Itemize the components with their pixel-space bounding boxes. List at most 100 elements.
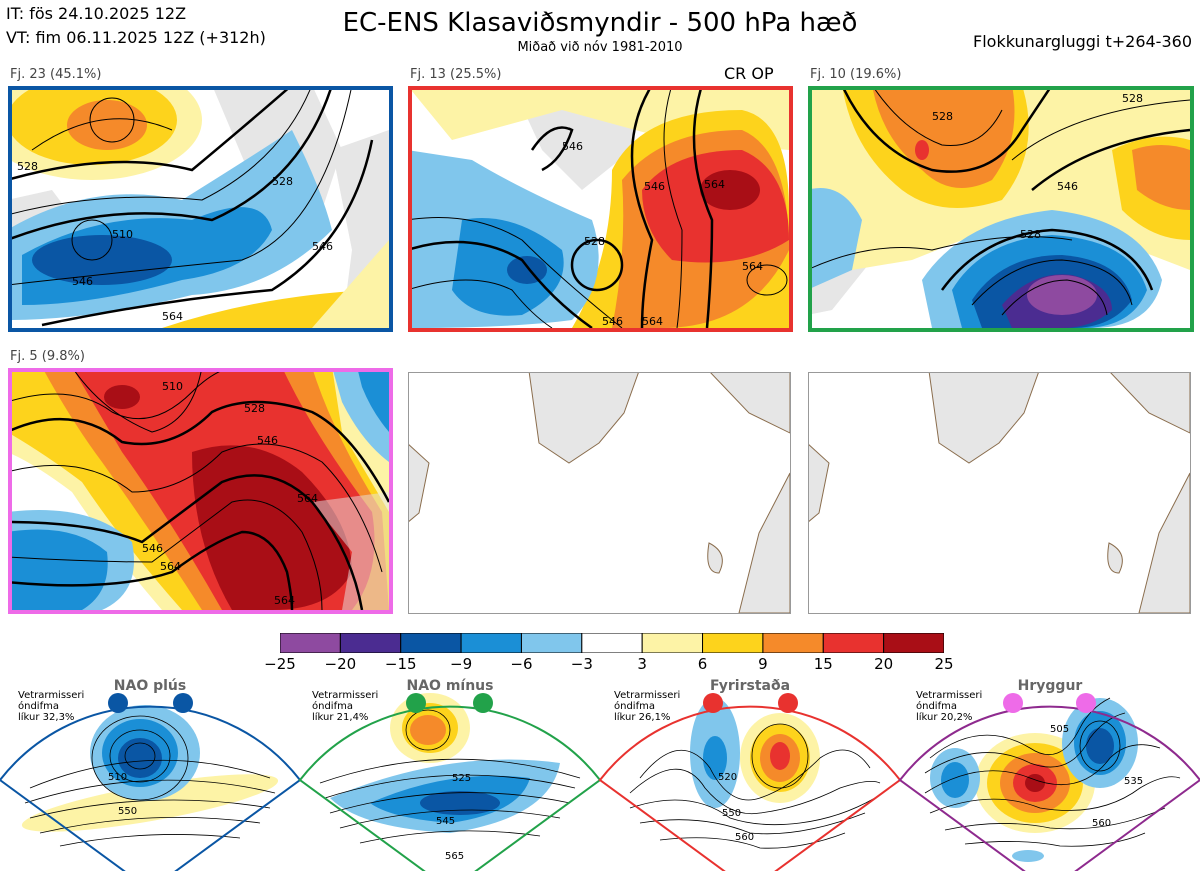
anomaly-pos-strong bbox=[873, 90, 1015, 188]
colorbar-tick-label: 9 bbox=[758, 655, 768, 673]
greenland-shape bbox=[928, 373, 1039, 464]
height-contour bbox=[12, 90, 311, 215]
contour-label: 546 bbox=[257, 434, 278, 447]
contour-label: 546 bbox=[644, 180, 665, 193]
anomaly-pos-extreme bbox=[192, 445, 352, 610]
regime-name: NAO mínus bbox=[407, 678, 494, 694]
regime-meta-2: óndifma bbox=[18, 700, 59, 712]
height-contour bbox=[1031, 128, 1190, 191]
anomaly-neg-extreme bbox=[1027, 275, 1097, 315]
regime-dot-icon bbox=[778, 693, 798, 713]
uk-shape bbox=[1107, 542, 1123, 574]
height-contour bbox=[663, 90, 683, 328]
regime-meta-1: Vetrarmisseri bbox=[614, 690, 680, 701]
colorbar-tick-label: −25 bbox=[264, 655, 296, 673]
page-title: EC-ENS Klasaviðsmyndir - 500 hPa hæð bbox=[342, 8, 858, 38]
height-contour bbox=[971, 259, 1133, 306]
colorbar-swatch bbox=[460, 633, 522, 653]
colorbar-swatch bbox=[400, 633, 462, 653]
regime-name: Fyrirstaða bbox=[710, 678, 790, 694]
colorbar-swatch bbox=[280, 633, 341, 653]
colorbar-swatch bbox=[762, 633, 824, 653]
height-contour bbox=[692, 90, 714, 328]
colorbar-tick-label: 15 bbox=[813, 655, 833, 673]
height-contour bbox=[412, 217, 623, 328]
height-contour bbox=[74, 372, 202, 433]
svalbard-shape bbox=[1110, 373, 1190, 434]
uk-shape bbox=[707, 542, 723, 574]
contour-label: 510 bbox=[112, 228, 133, 241]
contour-label: 560 bbox=[1092, 818, 1111, 829]
contour-label: 564 bbox=[160, 560, 181, 573]
contour-label: 528 bbox=[1020, 228, 1041, 241]
contour-label: 520 bbox=[718, 772, 737, 783]
contour-label: 528 bbox=[584, 235, 605, 248]
height-contour bbox=[12, 443, 383, 573]
height-contour bbox=[1011, 99, 1190, 161]
canada-shape bbox=[409, 444, 430, 522]
regime-dot-icon bbox=[703, 693, 723, 713]
regime-meta-1: Vetrarmisseri bbox=[18, 690, 84, 701]
contour-label: 560 bbox=[735, 832, 754, 843]
land-shape bbox=[312, 492, 389, 610]
anomaly-pos-strong bbox=[1132, 145, 1190, 210]
regime-dot-icon bbox=[406, 693, 426, 713]
height-contour bbox=[71, 219, 113, 261]
contour-label: 546 bbox=[1057, 180, 1078, 193]
contour-label: 535 bbox=[1124, 776, 1143, 787]
height-contour bbox=[12, 400, 389, 503]
contour-label: 550 bbox=[118, 806, 137, 817]
colorbar-swatch bbox=[520, 633, 583, 653]
regime-name: Hryggur bbox=[1018, 678, 1083, 694]
regime-name: NAO plús bbox=[114, 678, 186, 694]
colorbar-tick-label: −6 bbox=[510, 655, 533, 673]
regime-meta-3: líkur 21,4% bbox=[312, 711, 368, 723]
contour-label: 564 bbox=[162, 310, 183, 323]
contour-label: 546 bbox=[562, 140, 583, 153]
cluster-label-3: Fj. 10 (19.6%) bbox=[810, 67, 902, 82]
regime-ridge: Hryggur Vetrarmisseri óndifma líkur 20,2… bbox=[898, 678, 1200, 871]
europe-shape bbox=[1138, 472, 1190, 613]
contour-label: 550 bbox=[722, 808, 741, 819]
height-contour bbox=[89, 97, 135, 143]
contour-label: 510 bbox=[162, 380, 183, 393]
regime-meta-3: líkur 32,3% bbox=[18, 711, 74, 723]
contour-label: 546 bbox=[602, 315, 623, 328]
regime-meta-2: óndifma bbox=[614, 700, 655, 712]
regime-meta-3: líkur 20,2% bbox=[916, 711, 972, 723]
height-contour bbox=[874, 90, 1003, 147]
height-contour bbox=[746, 264, 788, 296]
height-contour bbox=[630, 90, 654, 328]
height-contour bbox=[812, 236, 1073, 269]
contour-label: 510 bbox=[108, 772, 127, 783]
colorbar-swatch bbox=[822, 633, 885, 653]
colorbar bbox=[280, 633, 944, 653]
empty-map-panel-2 bbox=[808, 372, 1191, 614]
contour-label: 545 bbox=[436, 816, 455, 827]
valid-time: VT: fim 06.11.2025 12Z (+312h) bbox=[6, 28, 266, 47]
height-contour bbox=[843, 90, 1051, 173]
contour-label: 528 bbox=[244, 402, 265, 415]
height-contour bbox=[570, 238, 624, 292]
regime-nao-minus: NAO mínus Vetrarmisseri óndifma líkur 21… bbox=[298, 678, 602, 871]
regime-dot-icon bbox=[173, 693, 193, 713]
anomaly-pos-weak bbox=[312, 240, 389, 328]
cluster-panel-2[interactable]: 546 528 546 564 564 546 564 bbox=[408, 86, 793, 332]
height-contour bbox=[12, 372, 220, 420]
contour-label: 564 bbox=[297, 492, 318, 505]
colorbar-tick-label: −9 bbox=[450, 655, 473, 673]
contour-label: 528 bbox=[17, 160, 38, 173]
contour-label: 564 bbox=[274, 594, 295, 607]
cluster-panel-4[interactable]: 510 528 546 564 546 564 564 bbox=[8, 368, 393, 614]
contour-label: 528 bbox=[272, 175, 293, 188]
cluster-label-1: Fj. 23 (45.1%) bbox=[10, 67, 102, 82]
colorbar-tick-label: 20 bbox=[874, 655, 894, 673]
regime-dot-icon bbox=[473, 693, 493, 713]
regime-dot-icon bbox=[108, 693, 128, 713]
height-contour bbox=[412, 279, 553, 328]
cluster-panel-3[interactable]: 528 528 546 528 bbox=[808, 86, 1194, 332]
colorbar-swatch bbox=[581, 633, 643, 653]
anomaly-neg-strong bbox=[32, 235, 172, 285]
anomaly-neg-moderate bbox=[12, 529, 108, 610]
cluster-panel-1[interactable]: 528 510 528 546 564 546 bbox=[8, 86, 393, 332]
